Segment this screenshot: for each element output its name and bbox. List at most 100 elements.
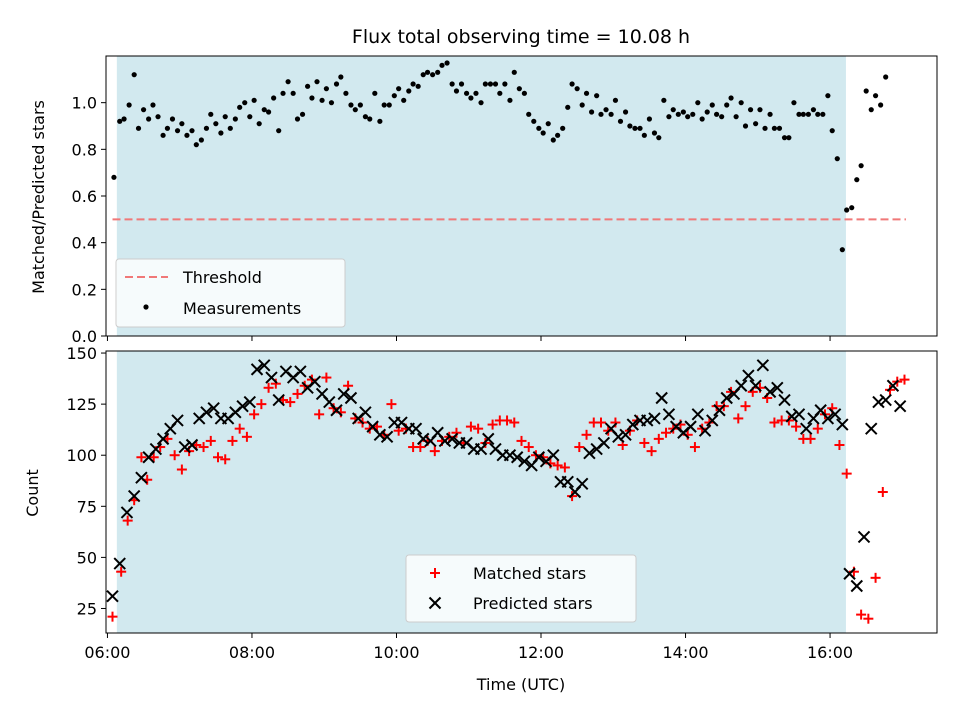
measurement-point [135,125,142,131]
measurement-point [111,174,117,180]
predicted-star-point [547,449,560,462]
predicted-star-point [445,432,459,446]
bottom-y-tick-label: 50 [77,548,97,567]
measurement-point [579,102,585,108]
measurement-point [179,121,185,127]
measurement-point [203,125,210,131]
measurement-point [627,123,633,129]
measurement-point [449,81,455,87]
matched-star-point [415,442,426,453]
predicted-star-point [185,438,199,452]
bottom-panel: 25 50 75 100 125 150 06:00 08:00 10:00 12:00 14:0… [23,344,938,694]
predicted-star-point [706,414,719,427]
predicted-star-point [127,489,141,503]
legend-predicted-marker [428,596,442,610]
matched-star-point [689,442,700,453]
x-tick-label: 10:00 [373,643,419,662]
matched-star-point [653,433,664,444]
matched-star-point [740,401,751,412]
matched-star-point [502,415,513,426]
predicted-star-point [879,393,892,407]
measurement-point [285,79,291,85]
measurement-point [435,69,441,75]
measurement-point [256,121,262,127]
measurement-point [164,125,171,131]
predicted-star-point [763,385,777,399]
matched-star-point [198,442,209,453]
matched-star-point [805,433,816,444]
matched-star-point [812,423,823,434]
predicted-star-point [800,422,813,435]
top-y-tick-label: 0.0 [72,327,97,346]
measurement-point [305,83,311,89]
predicted-star-point [619,428,632,441]
matched-star-point [639,437,650,448]
measurement-point [473,90,479,96]
matched-star-point [227,435,238,446]
measurement-point [666,114,672,120]
measurement-point [507,97,513,103]
measurement-point [670,107,676,113]
predicted-star-point [518,455,531,468]
predicted-star-point [843,567,856,580]
predicted-star-point [850,579,863,593]
measurement-point [800,111,806,117]
predicted-star-point [886,379,900,392]
predicted-star-point [713,404,726,417]
predicted-star-point [785,410,798,423]
measurement-point [617,118,624,124]
predicted-star-point [510,451,524,464]
predicted-star-point [250,363,264,376]
top-y-axis: 0.0 0.2 0.4 0.6 0.8 1.0 [72,94,106,346]
measurement-point [193,142,199,148]
measurement-point [420,72,426,78]
measurement-point [328,100,335,106]
measurement-point [854,177,860,183]
predicted-star-point [373,428,387,441]
measurement-point [786,135,792,141]
matched-star-point [285,397,296,408]
measurement-point [482,81,488,87]
measurement-point [478,100,484,106]
matched-star-point [523,442,534,453]
measurement-point [767,111,773,117]
predicted-star-point [503,449,517,462]
predicted-star-point [200,406,213,419]
legend-predicted-label: Predicted stars [473,594,593,613]
predicted-star-point [265,371,278,384]
measurement-point [661,97,667,103]
predicted-star-point [575,477,589,491]
measurement-point [126,102,132,108]
measurement-point [348,102,354,108]
measurement-point [247,114,253,120]
measurement-point [863,88,869,94]
measurement-point [290,90,296,96]
predicted-star-point [409,422,423,435]
measurement-point [367,116,373,122]
measurement-point [844,207,850,213]
matched-star-point [733,413,744,424]
measurement-point [540,130,546,136]
legend-predicted-swatch [428,596,442,610]
measurement-point [146,116,152,122]
top-y-tick-label: 0.2 [72,280,97,299]
measurement-points [111,60,889,253]
matched-star-point [856,609,867,620]
measurement-point [218,130,224,136]
predicted-star-point [641,414,654,427]
legend-matched-label: Matched stars [473,564,586,583]
measurement-point [299,111,306,117]
matched-star-point [646,446,657,457]
measurement-point [487,81,494,87]
bottom-y-tick-label: 150 [66,344,97,363]
bottom-y-tick-label: 125 [66,395,97,414]
measurement-point [690,111,696,117]
predicted-star-point [865,422,878,435]
predicted-star-point [120,506,134,519]
top-x-ticks [106,336,831,341]
predicted-star-point [308,375,322,388]
measurement-point [762,125,768,131]
measurement-point [276,128,282,134]
legend-measurements-label: Measurements [183,299,301,318]
predicted-star-point [828,408,842,421]
